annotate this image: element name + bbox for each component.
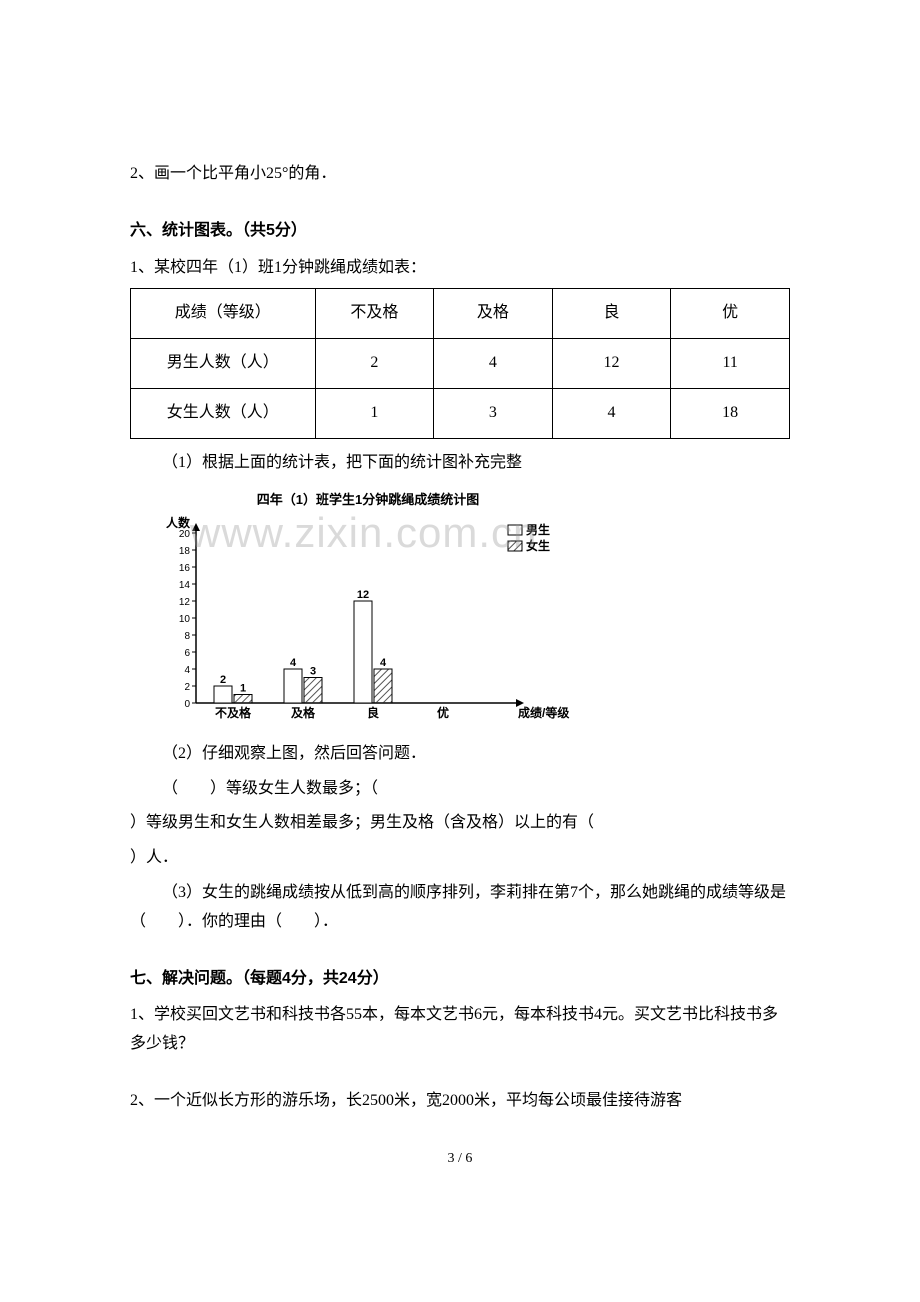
- svg-text:男生: 男生: [526, 522, 550, 537]
- svg-text:14: 14: [179, 580, 191, 591]
- sub-question-1: （1）根据上面的统计表，把下面的统计图补充完整: [130, 449, 790, 478]
- table-row: 男生人数（人） 2 4 12 11: [131, 339, 790, 389]
- sub-question-2b: ）等级男生和女生人数相差最多；男生及格（含及格）以上的有（: [130, 809, 790, 838]
- sub-question-2a: （ ）等级女生人数最多；（: [130, 775, 790, 804]
- cell: 4: [552, 388, 671, 438]
- section-7-q1: 1、学校买回文艺书和科技书各55本，每本文艺书6元，每本科技书4元。买文艺书比科…: [130, 1001, 790, 1059]
- col-header: 成绩（等级）: [131, 289, 316, 339]
- svg-text:6: 6: [184, 648, 190, 659]
- svg-text:0: 0: [184, 699, 190, 710]
- chart-title: 四年（1）班学生1分钟跳绳成绩统计图: [148, 488, 588, 511]
- svg-text:4: 4: [380, 657, 387, 669]
- score-table: 成绩（等级） 不及格 及格 良 优 男生人数（人） 2 4 12 11 女生人数…: [130, 288, 790, 438]
- sub-question-2c: ）人．: [130, 844, 790, 873]
- svg-text:3: 3: [310, 665, 316, 677]
- svg-text:18: 18: [179, 546, 191, 557]
- table-row: 女生人数（人） 1 3 4 18: [131, 388, 790, 438]
- section-7-heading: 七、解决问题。（每题4分，共24分）: [130, 965, 790, 994]
- col-header: 及格: [434, 289, 553, 339]
- svg-text:不及格: 不及格: [215, 705, 252, 720]
- svg-text:2: 2: [184, 682, 190, 693]
- col-header: 优: [671, 289, 790, 339]
- svg-text:2: 2: [220, 674, 226, 686]
- sub-question-2: （2）仔细观察上图，然后回答问题．: [130, 740, 790, 769]
- cell: 1: [315, 388, 434, 438]
- svg-text:良: 良: [367, 705, 379, 720]
- row-label: 男生人数（人）: [131, 339, 316, 389]
- table-header-row: 成绩（等级） 不及格 及格 良 优: [131, 289, 790, 339]
- section-6-q1: 1、某校四年（1）班1分钟跳绳成绩如表：: [130, 254, 790, 283]
- svg-text:人数: 人数: [166, 515, 191, 530]
- svg-text:12: 12: [179, 597, 191, 608]
- bar-chart: 四年（1）班学生1分钟跳绳成绩统计图 人数0246810121416182021…: [148, 488, 588, 734]
- row-label: 女生人数（人）: [131, 388, 316, 438]
- chart-svg: 人数 0 2 4 6 8 10 12 14 16 18 20 2 1 不及格 4 3 及格 12 4 良 优 成绩/等级 男生…: [148, 513, 588, 723]
- svg-text:4: 4: [290, 657, 297, 669]
- svg-text:成绩/等级: 成绩/等级: [518, 705, 569, 720]
- cell: 11: [671, 339, 790, 389]
- cell: 3: [434, 388, 553, 438]
- svg-text:12: 12: [357, 589, 369, 601]
- cell: 12: [552, 339, 671, 389]
- cell: 18: [671, 388, 790, 438]
- cell: 4: [434, 339, 553, 389]
- svg-text:1: 1: [240, 682, 246, 694]
- col-header: 不及格: [315, 289, 434, 339]
- svg-text:8: 8: [184, 631, 190, 642]
- sub-question-3: （3）女生的跳绳成绩按从低到高的顺序排列，李莉排在第7个，那么她跳绳的成绩等级是…: [130, 879, 790, 937]
- col-header: 良: [552, 289, 671, 339]
- question-2: 2、画一个比平角小25°的角．: [130, 160, 790, 189]
- section-7-q2: 2、一个近似长方形的游乐场，长2500米，宽2000米，平均每公顷最佳接待游客: [130, 1087, 790, 1116]
- svg-text:女生: 女生: [526, 538, 550, 553]
- page-number: 3 / 6: [130, 1146, 790, 1171]
- svg-text:10: 10: [179, 614, 191, 625]
- svg-text:16: 16: [179, 563, 191, 574]
- svg-text:4: 4: [184, 665, 190, 676]
- svg-text:及格: 及格: [291, 705, 316, 720]
- svg-text:优: 优: [437, 705, 449, 720]
- cell: 2: [315, 339, 434, 389]
- section-6-heading: 六、统计图表。（共5分）: [130, 217, 790, 246]
- svg-text:20: 20: [179, 529, 191, 540]
